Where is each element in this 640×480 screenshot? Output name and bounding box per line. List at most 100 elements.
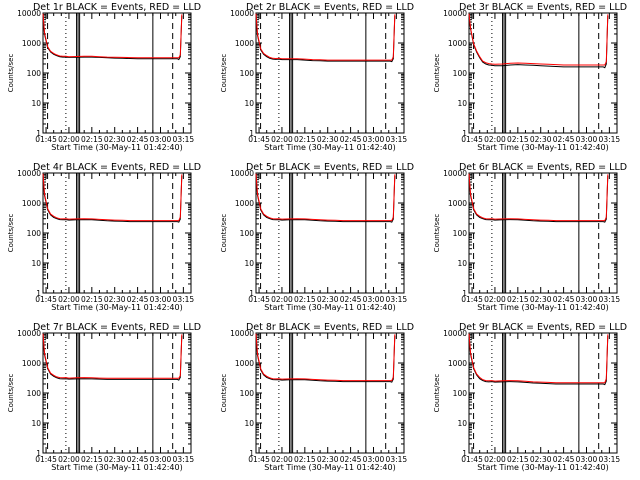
x-tick-label: 03:00 — [576, 135, 598, 144]
x-axis-label: Start Time (30-May-11 01:42:40) — [51, 143, 182, 152]
y-tick-label: 10000 — [17, 9, 41, 18]
x-tick-label: 02:15 — [294, 455, 316, 464]
x-tick-label: 02:45 — [553, 455, 575, 464]
plot-frame — [255, 12, 405, 134]
x-tick-label: 02:00 — [58, 455, 80, 464]
x-tick-label: 02:30 — [104, 135, 126, 144]
x-tick-label: 03:00 — [150, 135, 172, 144]
y-axis-label: Counts/sec — [433, 374, 441, 413]
x-tick-label: 02:30 — [530, 135, 552, 144]
x-tick-label: 01:45 — [35, 455, 57, 464]
y-tick-label: 1 — [462, 449, 467, 458]
x-tick-label: 03:15 — [173, 295, 195, 304]
x-tick-label: 01:45 — [248, 135, 270, 144]
x-tick-label: 01:45 — [248, 455, 270, 464]
x-tick-label: 02:45 — [340, 295, 362, 304]
lld-series-line — [468, 13, 609, 66]
y-axis-label: Counts/sec — [7, 214, 15, 253]
plot-frame — [42, 12, 192, 134]
x-tick-label: 02:30 — [317, 455, 339, 464]
x-tick-label: 03:00 — [363, 295, 385, 304]
y-axis-label: Counts/sec — [433, 214, 441, 253]
y-tick-label: 10000 — [230, 9, 254, 18]
x-tick-label: 02:15 — [294, 135, 316, 144]
y-tick-label: 100 — [27, 69, 42, 78]
x-tick-label: 03:15 — [599, 135, 621, 144]
x-tick-label: 02:15 — [81, 135, 103, 144]
events-series-line — [42, 174, 183, 223]
y-tick-label: 10 — [31, 99, 41, 108]
x-tick-label: 03:15 — [173, 135, 195, 144]
y-tick-label: 10 — [244, 259, 254, 268]
panel-det-4r: Det 4r BLACK = Events, RED = LLD 1 10 100 10… — [7, 162, 201, 312]
lld-series-line — [255, 13, 396, 61]
events-series-line — [468, 14, 609, 69]
panel-title: Det 1r BLACK = Events, RED = LLD — [33, 2, 201, 13]
plot-frame — [42, 332, 192, 454]
y-axis-label: Counts/sec — [7, 374, 15, 413]
x-tick-label: 02:15 — [81, 295, 103, 304]
panel-det-8r: Det 8r BLACK = Events, RED = LLD 1 10 100 10… — [220, 322, 414, 472]
x-tick-label: 02:30 — [530, 455, 552, 464]
x-tick-label: 03:00 — [150, 295, 172, 304]
y-tick-label: 1000 — [235, 39, 254, 48]
x-axis-label: Start Time (30-May-11 01:42:40) — [477, 143, 608, 152]
x-tick-label: 03:00 — [576, 455, 598, 464]
x-tick-label: 02:00 — [484, 295, 506, 304]
x-tick-label: 02:00 — [484, 455, 506, 464]
panel-det-3r: Det 3r BLACK = Events, RED = LLD 1 10 100 10… — [433, 2, 627, 152]
plot-frame — [42, 172, 192, 294]
events-series-line — [468, 334, 609, 386]
panel-det-6r: Det 6r BLACK = Events, RED = LLD 1 10 100 10… — [433, 162, 627, 312]
x-tick-label: 02:30 — [530, 295, 552, 304]
y-tick-label: 10000 — [443, 329, 467, 338]
x-tick-label: 02:30 — [104, 295, 126, 304]
y-tick-label: 10000 — [443, 9, 467, 18]
x-axis-label: Start Time (30-May-11 01:42:40) — [51, 463, 182, 472]
panel-det-2r: Det 2r BLACK = Events, RED = LLD 1 10 100 10… — [220, 2, 414, 152]
y-tick-label: 10000 — [17, 329, 41, 338]
x-tick-label: 02:00 — [271, 295, 293, 304]
events-series-line — [42, 334, 183, 381]
events-series-line — [255, 334, 396, 383]
panel-title: Det 4r BLACK = Events, RED = LLD — [33, 162, 201, 173]
x-tick-label: 03:00 — [576, 295, 598, 304]
y-tick-label: 1 — [36, 289, 41, 298]
events-series-line — [255, 14, 396, 63]
y-tick-label: 100 — [453, 389, 468, 398]
events-series-line — [468, 174, 609, 223]
y-tick-label: 100 — [240, 69, 255, 78]
panel-det-5r: Det 5r BLACK = Events, RED = LLD 1 10 100 10… — [220, 162, 414, 312]
x-tick-label: 01:45 — [461, 135, 483, 144]
y-tick-label: 100 — [27, 389, 42, 398]
panel-title: Det 9r BLACK = Events, RED = LLD — [459, 322, 627, 333]
plot-frame — [468, 12, 618, 134]
x-tick-label: 03:00 — [363, 135, 385, 144]
y-tick-label: 10 — [457, 99, 467, 108]
y-tick-label: 10 — [31, 259, 41, 268]
lld-series-line — [42, 333, 183, 379]
y-axis-label: Counts/sec — [7, 54, 15, 93]
x-tick-label: 02:45 — [127, 455, 149, 464]
y-tick-label: 100 — [453, 229, 468, 238]
y-tick-label: 10 — [244, 99, 254, 108]
panel-title: Det 5r BLACK = Events, RED = LLD — [246, 162, 414, 173]
y-tick-label: 100 — [240, 389, 255, 398]
events-series-line — [255, 174, 396, 223]
x-axis-label: Start Time (30-May-11 01:42:40) — [477, 463, 608, 472]
plot-frame — [468, 172, 618, 294]
y-tick-label: 1 — [462, 129, 467, 138]
y-tick-label: 10000 — [230, 329, 254, 338]
y-axis-label: Counts/sec — [220, 374, 228, 413]
plot-frame — [468, 332, 618, 454]
x-tick-label: 03:00 — [363, 455, 385, 464]
y-tick-label: 10 — [457, 419, 467, 428]
x-tick-label: 02:00 — [58, 135, 80, 144]
x-tick-label: 03:15 — [386, 455, 408, 464]
y-tick-label: 1000 — [22, 39, 41, 48]
x-tick-label: 02:15 — [294, 295, 316, 304]
x-tick-label: 02:00 — [484, 135, 506, 144]
x-axis-label: Start Time (30-May-11 01:42:40) — [264, 303, 395, 312]
x-tick-label: 02:45 — [127, 295, 149, 304]
